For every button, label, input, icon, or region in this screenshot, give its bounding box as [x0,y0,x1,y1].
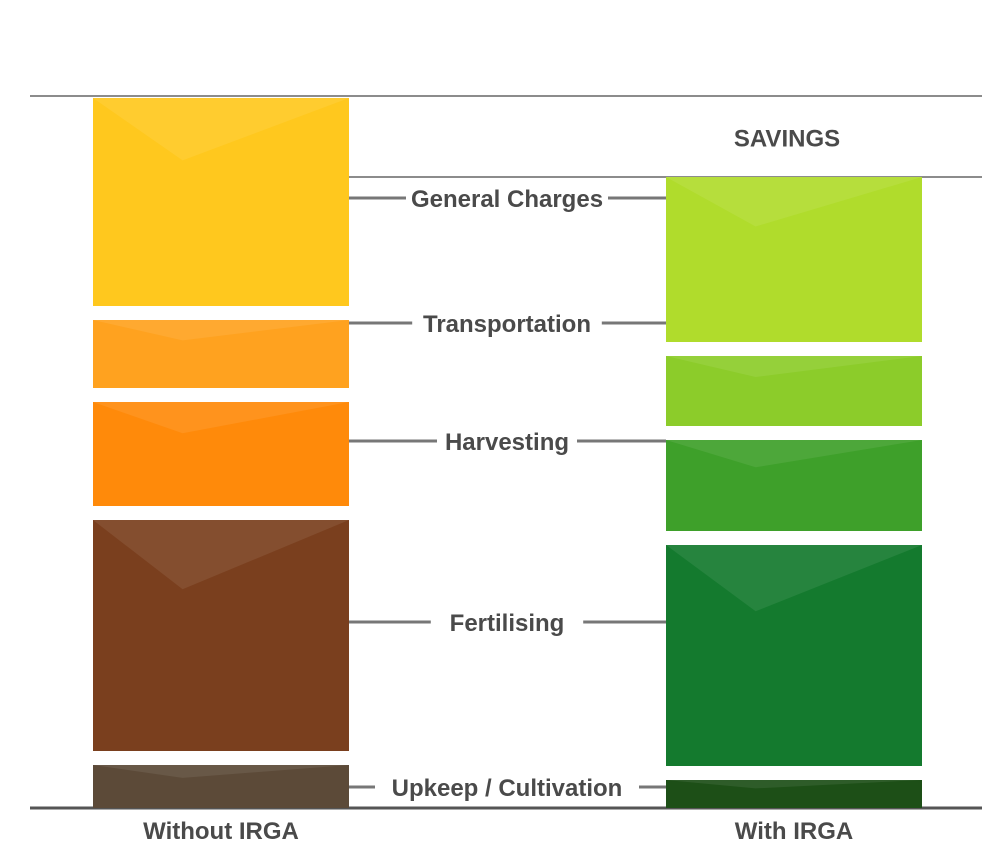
bar-facet-with-upkeep-cultivation [666,780,922,789]
bar-without-upkeep-cultivation [93,765,349,808]
bar-with-upkeep-cultivation [666,780,922,808]
bar-with-fertilising [666,545,922,766]
series-label-upkeep-cultivation: Upkeep / Cultivation [392,775,623,802]
series-label-transportation: Transportation [423,311,591,338]
bar-without-harvesting [93,402,349,506]
category-label-without-irga: Without IRGA [143,818,299,845]
series-label-harvesting: Harvesting [445,429,569,456]
bar-with-transportation [666,356,922,426]
bar-facet-without-harvesting [93,402,349,434]
bar-facet-with-transportation [666,356,922,377]
bar-facet-with-harvesting [666,440,922,468]
bar-with-harvesting [666,440,922,531]
bar-without-fertilising [93,520,349,751]
bar-facet-with-fertilising [666,545,922,612]
bar-without-transportation [93,320,349,388]
bar-facet-without-general-charges [93,98,349,161]
bar-without-general-charges [93,98,349,306]
bar-facet-without-fertilising [93,520,349,590]
bar-facet-without-transportation [93,320,349,341]
connectors [349,196,666,789]
series-label-general-charges: General Charges [411,186,603,213]
bar-with-general-charges [666,177,922,342]
bars [93,98,922,808]
texts: Upkeep / Cultivation Fertilising Harvestin… [143,126,853,846]
series-label-fertilising: Fertilising [450,610,565,637]
bar-facet-without-upkeep-cultivation [93,765,349,778]
category-label-with-irga: With IRGA [735,818,853,845]
savings-label: SAVINGS [734,126,840,153]
bar-facet-with-general-charges [666,177,922,227]
